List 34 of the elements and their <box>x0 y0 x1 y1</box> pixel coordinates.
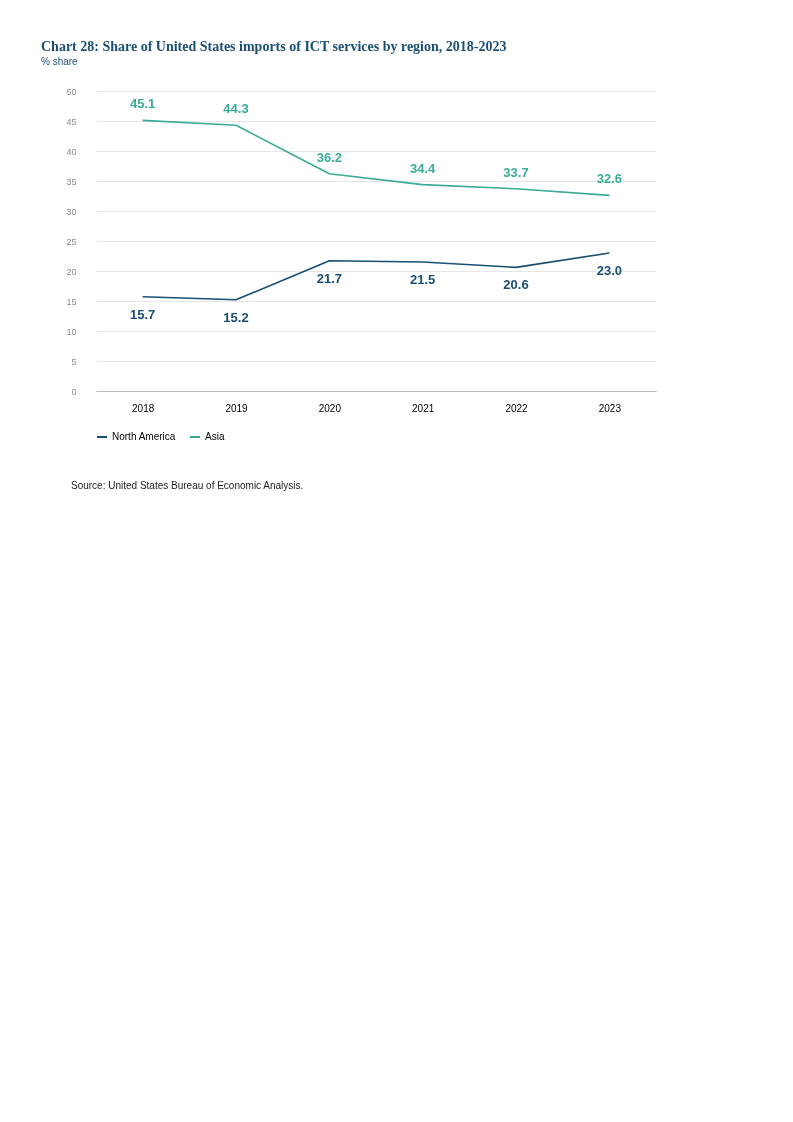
source-note: Source: United States Bureau of Economic Analysis. <box>71 480 304 491</box>
x-tick-label: 2021 <box>412 402 435 414</box>
x-tick-label: 2019 <box>225 402 249 414</box>
y-tick-label: 40 <box>66 146 77 157</box>
chart-title: Chart 28: Share of United States imports of ICT services by region, 2018-2023 <box>40 39 507 54</box>
y-tick-label: 45 <box>66 116 77 127</box>
y-tick-label: 0 <box>71 386 77 397</box>
y-tick-label: 5 <box>71 356 77 367</box>
data-label: 23.0 <box>596 263 622 278</box>
y-tick-label: 25 <box>66 236 77 247</box>
x-tick-label: 2023 <box>598 402 622 414</box>
data-label: 15.2 <box>223 309 249 325</box>
chart-subtitle: % share <box>40 56 79 67</box>
data-label: 32.6 <box>596 171 622 187</box>
legend-label: North America <box>112 431 176 442</box>
x-tick-label: 2018 <box>132 402 155 414</box>
y-tick-label: 15 <box>66 296 77 307</box>
y-tick-label: 35 <box>66 176 77 187</box>
data-label: 33.7 <box>503 164 529 180</box>
data-label: 45.1 <box>130 96 156 112</box>
y-tick-label: 30 <box>66 206 77 217</box>
x-tick-label: 2020 <box>318 402 342 414</box>
data-label: 34.4 <box>410 160 437 176</box>
x-tick-label: 2022 <box>505 402 529 414</box>
data-label: 15.7 <box>130 306 156 322</box>
data-label: 20.6 <box>503 277 529 293</box>
data-label: 44.3 <box>223 101 249 117</box>
y-tick-label: 10 <box>66 326 77 337</box>
y-tick-label: 20 <box>66 266 77 277</box>
y-tick-label: 50 <box>66 86 77 97</box>
data-label: 21.5 <box>410 272 436 287</box>
data-label: 36.2 <box>316 149 342 165</box>
data-label: 21.7 <box>316 270 342 286</box>
legend-label: Asia <box>205 431 225 442</box>
